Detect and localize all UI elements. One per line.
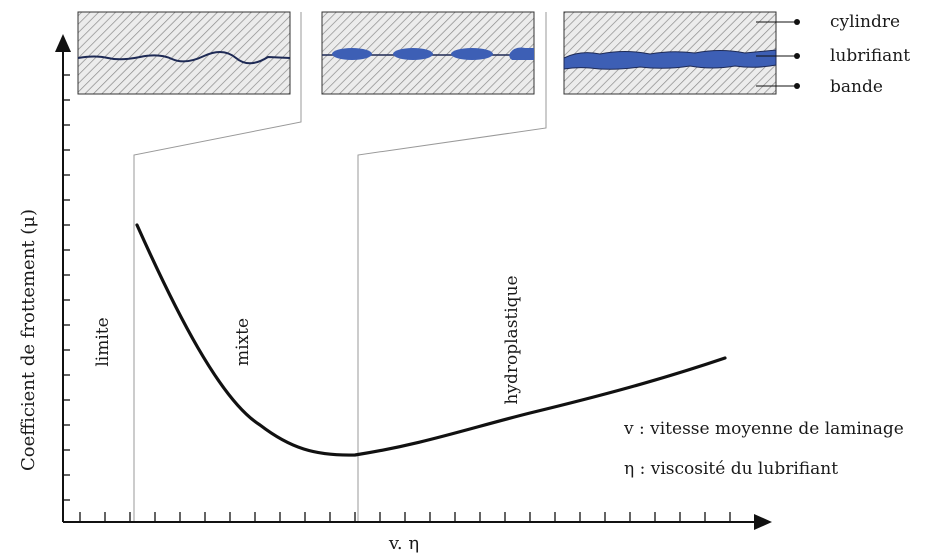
legend-cylindre-label: cylindre: [830, 12, 900, 32]
x-axis: [63, 512, 772, 530]
lubricant-film: [563, 49, 777, 70]
lubricant-pocket: [509, 47, 534, 60]
schematic-hydro-box: [563, 11, 777, 95]
x-axis-ticks: [79, 512, 731, 522]
stribeck-curve: [135, 223, 727, 457]
legend-lubrifiant-label: lubrifiant: [830, 46, 910, 66]
legend-bande-label: bande: [830, 77, 883, 97]
schematic-mixed-box: [321, 11, 535, 95]
lubricant-pocket: [393, 48, 433, 60]
regime-limite-label: limite: [93, 317, 113, 366]
definition-eta: η : viscosité du lubrifiant: [624, 459, 838, 479]
regime-hydro-label: hydroplastique: [502, 275, 522, 404]
contact-line: [77, 51, 291, 65]
x-axis-label: v. η: [388, 533, 419, 554]
definition-v: v : vitesse moyenne de laminage: [623, 419, 904, 439]
regime-connectors: [133, 12, 547, 522]
regime-mixte-label: mixte: [233, 318, 253, 366]
y-axis-ticks: [63, 74, 70, 501]
y-axis: [55, 34, 71, 522]
layer-legend: cylindre lubrifiant bande: [756, 12, 910, 97]
lubricant-pocket: [332, 48, 372, 60]
lubricant-pocket: [451, 48, 493, 60]
y-axis-label: Coefficient de frottement (μ): [18, 209, 39, 471]
schematic-boundary-box: [77, 11, 291, 95]
